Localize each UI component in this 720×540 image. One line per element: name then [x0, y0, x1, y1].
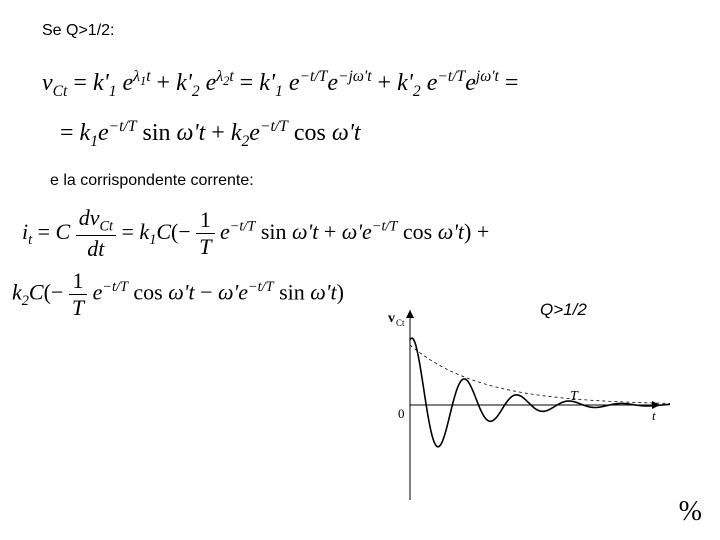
- oscillation-curve: [410, 338, 670, 447]
- equation-vct-line1: vCt = k'1 eλ1t + k'2 eλ2t = k'1 e−t/Te−j…: [42, 68, 518, 101]
- y-axis-label: v: [388, 311, 395, 326]
- origin-label: 0: [398, 406, 405, 421]
- percent-symbol: %: [679, 496, 702, 528]
- equation-it-line2: k2C(− 1T e−t/T cos ω't − ω'e−t/T sin ω't…: [12, 268, 344, 321]
- y-axis-label-sub: Ct: [396, 318, 405, 328]
- x-axis-label: t: [652, 408, 656, 423]
- y-axis-arrow: [406, 310, 414, 318]
- equation-vct-line2: = k1e−t/T sin ω't + k2e−t/T cos ω't: [60, 118, 361, 151]
- envelope-curve: [410, 345, 670, 403]
- graph-svg: 0 v Ct t T: [370, 300, 670, 510]
- equation-it-line1: it = C dvCtdt = k1C(− 1T e−t/T sin ω't +…: [22, 205, 489, 262]
- condition-text: Se Q>1/2:: [42, 22, 115, 40]
- current-text: e la corrispondente corrente:: [50, 172, 254, 190]
- damped-oscillation-graph: 0 v Ct t T: [370, 300, 670, 510]
